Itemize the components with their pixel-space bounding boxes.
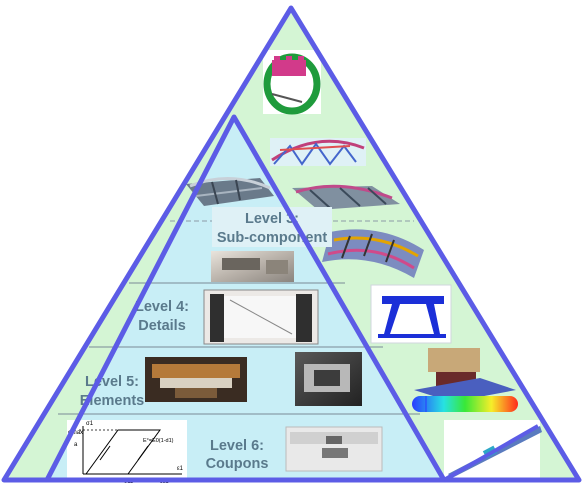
graph-y-small: a — [74, 442, 78, 448]
level-3-title: Level 3: — [245, 211, 299, 227]
inner-pyramid-outline — [44, 114, 447, 483]
level-3-subtitle: Sub-component — [217, 230, 328, 246]
element-fixture-photo — [295, 352, 362, 406]
level-6-title: Level 6: — [210, 438, 264, 454]
level-4-subtitle: Details — [138, 318, 186, 334]
graph-sigma-max: σmax — [68, 430, 83, 436]
coupon-specimen-photo — [285, 426, 383, 472]
right-divider-line — [443, 424, 539, 482]
graph-y-label: σ1 — [86, 421, 94, 427]
level-5-subtitle: Elements — [80, 393, 144, 409]
arch-structure-render — [270, 138, 366, 166]
level-6-subtitle: Coupons — [206, 456, 269, 472]
curved-panel-render — [322, 229, 424, 278]
ring-component-photo — [263, 50, 321, 115]
coupon-graph: σmax σ1 a E°=E0(1-d1) σ11 εu1 ε1 — [67, 420, 187, 485]
detail-fixture-photo — [211, 251, 294, 282]
detail-test-photo — [203, 289, 319, 345]
stiffened-panel-render — [292, 184, 400, 210]
graph-curve-label: E°=E0(1-d1) — [143, 438, 174, 444]
level-4-title: Level 4: — [135, 299, 189, 315]
element-test-photo — [145, 357, 247, 402]
graph-x-label: ε1 — [177, 466, 184, 472]
frame-specimen-render — [370, 284, 452, 344]
level-3-label-box — [212, 207, 332, 247]
beam-stress-contour — [412, 396, 518, 412]
